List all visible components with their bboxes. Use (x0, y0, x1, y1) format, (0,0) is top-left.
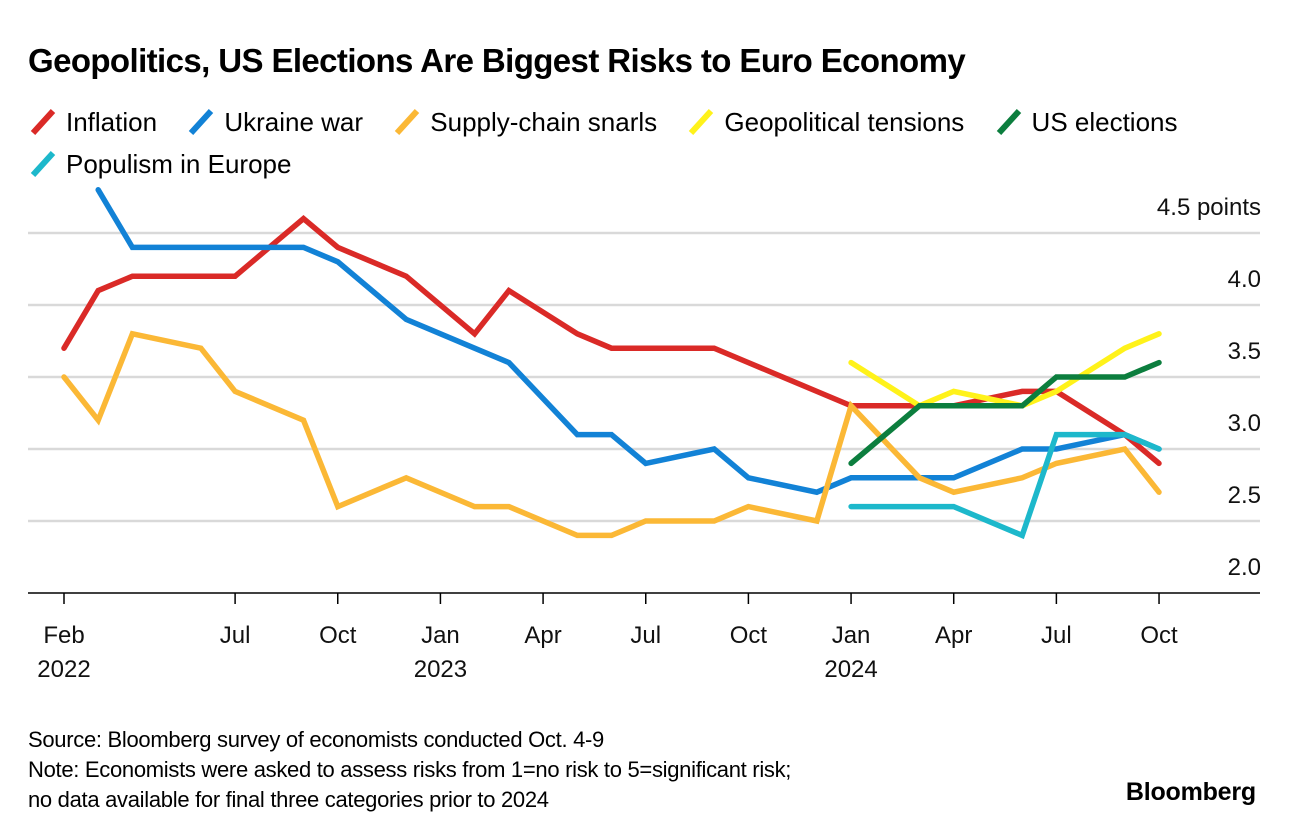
note-line-1: Note: Economists were asked to assess ri… (28, 757, 792, 782)
x-tick-label: Apr (935, 622, 972, 649)
x-tick-label: Feb (43, 622, 84, 649)
series-line-ukraine-war (95, 187, 1162, 496)
x-tick-label: Oct (730, 622, 768, 649)
x-tick-year-label: 2022 (37, 656, 90, 683)
legend-item-ukraine-war: Ukraine war (186, 104, 363, 140)
series-line-inflation (61, 215, 1162, 467)
x-tick-label: Jul (630, 622, 661, 649)
series-line-supply-chain-snarls (61, 330, 1162, 539)
legend-swatch-icon (28, 149, 58, 179)
legend-label: Geopolitical tensions (724, 107, 965, 137)
legend-label: US elections (1031, 107, 1178, 137)
legend: Inflation Ukraine war Supply-chain snarl… (28, 104, 1278, 188)
x-tick-label: Apr (524, 622, 561, 649)
x-tick-label: Jan (421, 622, 460, 649)
y-tick-label: 4.0 (1228, 266, 1261, 293)
x-tick-label: Jul (220, 622, 251, 649)
note-line-2: no data available for final three catego… (28, 787, 549, 812)
y-tick-label: 3.5 (1228, 338, 1261, 365)
series-line-us-elections (848, 359, 1162, 467)
series-line-populism-in-europe (848, 431, 1162, 540)
x-tick-label: Jan (832, 622, 871, 649)
x-tick-label: Oct (319, 622, 357, 649)
legend-item-supply-chain: Supply-chain snarls (392, 104, 657, 140)
series-lines (61, 187, 1162, 540)
y-tick-label: 2.5 (1228, 482, 1261, 509)
y-tick-label: 2.0 (1228, 554, 1261, 581)
x-tick-label: Oct (1140, 622, 1178, 649)
y-axis: 4.5 points 4.0 3.5 3.0 2.5 2.0 (1157, 194, 1261, 581)
legend-label: Supply-chain snarls (430, 107, 658, 137)
source-note: Source: Bloomberg survey of economists c… (28, 727, 604, 752)
x-tick-label: Jul (1041, 622, 1072, 649)
y-tick-label: 4.5 points (1157, 194, 1261, 221)
legend-swatch-icon (28, 107, 58, 137)
legend-swatch-icon (392, 107, 422, 137)
x-tick-year-label: 2024 (824, 656, 877, 683)
x-axis: Feb 2022 Jul Oct Jan 2023 Apr Jul Oct Jan 2024 Apr J… (28, 592, 1260, 683)
chart-footer: Source: Bloomberg survey of economists c… (28, 725, 791, 815)
bloomberg-logo: Bloomberg (1125, 778, 1256, 806)
y-tick-label: 3.0 (1228, 410, 1261, 437)
legend-swatch-icon (686, 107, 716, 137)
legend-item-inflation: Inflation (28, 104, 157, 140)
legend-swatch-icon (186, 107, 216, 137)
legend-item-populism: Populism in Europe (28, 146, 291, 182)
legend-item-geopolitical-tensions: Geopolitical tensions (686, 104, 964, 140)
legend-label: Inflation (66, 107, 158, 137)
legend-swatch-icon (994, 107, 1024, 137)
legend-item-us-elections: US elections (994, 104, 1178, 140)
legend-label: Ukraine war (224, 107, 364, 137)
x-tick-year-label: 2023 (414, 656, 467, 683)
chart-title: Geopolitics, US Elections Are Biggest Ri… (28, 42, 966, 79)
legend-label: Populism in Europe (66, 149, 292, 179)
